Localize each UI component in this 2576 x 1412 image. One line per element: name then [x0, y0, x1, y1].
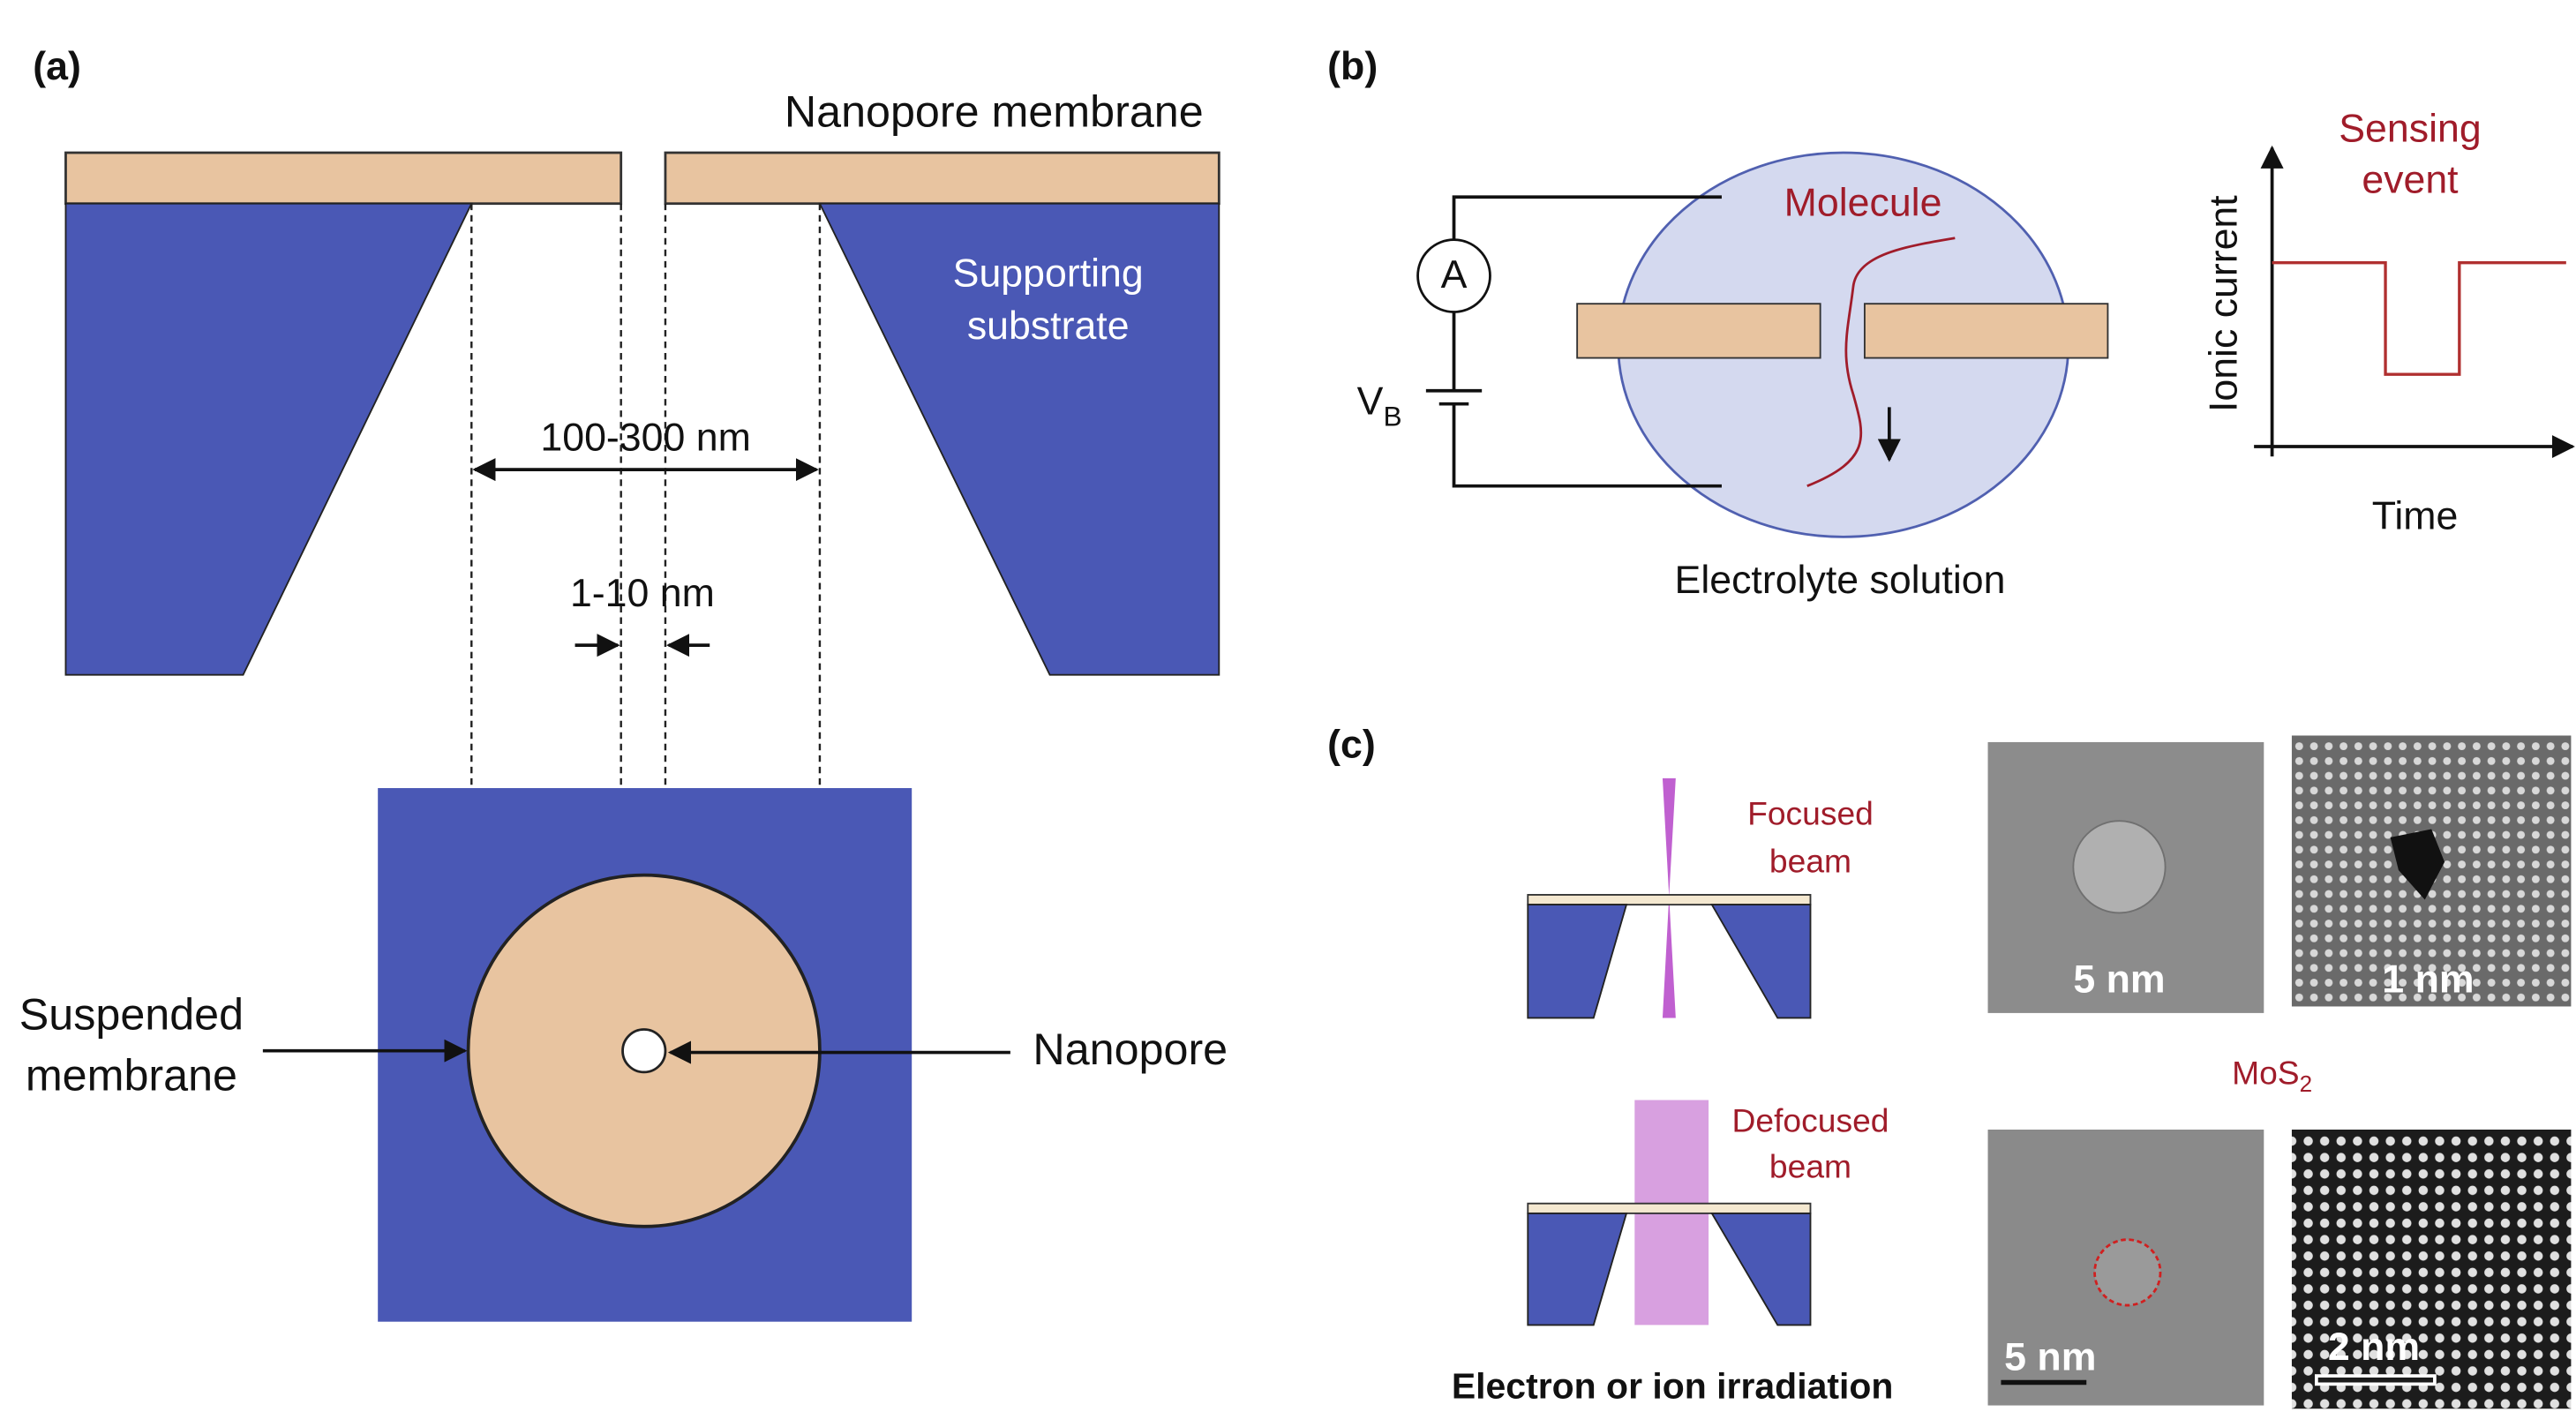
pore-image — [2390, 829, 2445, 900]
substrate — [1710, 1212, 1812, 1326]
substrate — [64, 202, 473, 676]
panel-label: (b) — [1327, 45, 1378, 88]
membrane — [64, 151, 623, 206]
voltage-symbol: V — [1357, 379, 1384, 423]
scale-label: 2 nm — [2328, 1326, 2420, 1369]
beam-label: Focused — [1747, 794, 1874, 831]
scale-label: 5 nm — [2073, 958, 2165, 1001]
dimension-label: 100-300 nm — [540, 416, 750, 459]
y-axis-label: Ionic current — [2202, 195, 2245, 412]
pore-image — [2072, 820, 2167, 914]
dimension-label: 1-10 nm — [570, 572, 715, 615]
substrate — [1710, 904, 1812, 1019]
x-axis-label: Time — [2372, 495, 2459, 538]
scale-label: 1 nm — [2382, 958, 2474, 1001]
membrane-label: membrane — [26, 1051, 237, 1100]
substrate-label: Supporting — [953, 252, 1144, 295]
beam-label: beam — [1769, 1147, 1851, 1184]
beam-label: Defocused — [1731, 1101, 1889, 1138]
ammeter — [1416, 238, 1491, 313]
nanopore — [621, 1028, 667, 1074]
voltage-subscript: B — [1383, 401, 1401, 432]
current-trace — [2272, 261, 2566, 376]
substrate-label: substrate — [967, 304, 1130, 348]
circuit-wire — [1452, 195, 1722, 488]
scale-bar — [2315, 1374, 2437, 1386]
membrane-label: Suspended — [19, 990, 244, 1040]
electrolyte-label: Electrolyte solution — [1675, 559, 2006, 602]
event-label: Sensing — [2339, 108, 2481, 151]
membrane — [1576, 303, 1821, 359]
molecule — [1806, 237, 1956, 487]
panel-b: (b) A VB Molecule Electrolyte solution S… — [1327, 45, 2575, 602]
panel-c: (c) Focused beam Defocused beam Electron… — [1327, 723, 2572, 1409]
nanopore-label: Nanopore — [1033, 1025, 1228, 1074]
membrane — [1863, 303, 2109, 359]
tem-image — [2291, 1130, 2572, 1409]
panel-label: (c) — [1327, 723, 1376, 766]
membrane-label: Nanopore membrane — [785, 87, 1204, 137]
substrate — [1527, 904, 1628, 1019]
material-subscript: 2 — [2300, 1070, 2313, 1097]
panel-a: (a) Nanopore membrane Supporting substra… — [19, 45, 1228, 1322]
membrane — [1527, 894, 1812, 906]
event-label: event — [2362, 158, 2459, 201]
material: MoS — [2232, 1054, 2300, 1091]
pore-image — [2093, 1238, 2162, 1307]
membrane — [664, 151, 1220, 206]
caption: Electron or ion irradiation — [1452, 1366, 1894, 1407]
molecule-label: Molecule — [1784, 181, 1942, 224]
voltage-label: VB — [1357, 379, 1402, 432]
membrane — [1527, 1202, 1812, 1214]
substrate — [818, 202, 1220, 676]
substrate — [1527, 1212, 1628, 1326]
panel-label: (a) — [33, 45, 81, 88]
material-label: MoS2 — [2232, 1054, 2312, 1096]
beam-label: beam — [1769, 842, 1851, 879]
ammeter-label: A — [1441, 253, 1468, 297]
scale-label: 5 nm — [2004, 1335, 2096, 1378]
